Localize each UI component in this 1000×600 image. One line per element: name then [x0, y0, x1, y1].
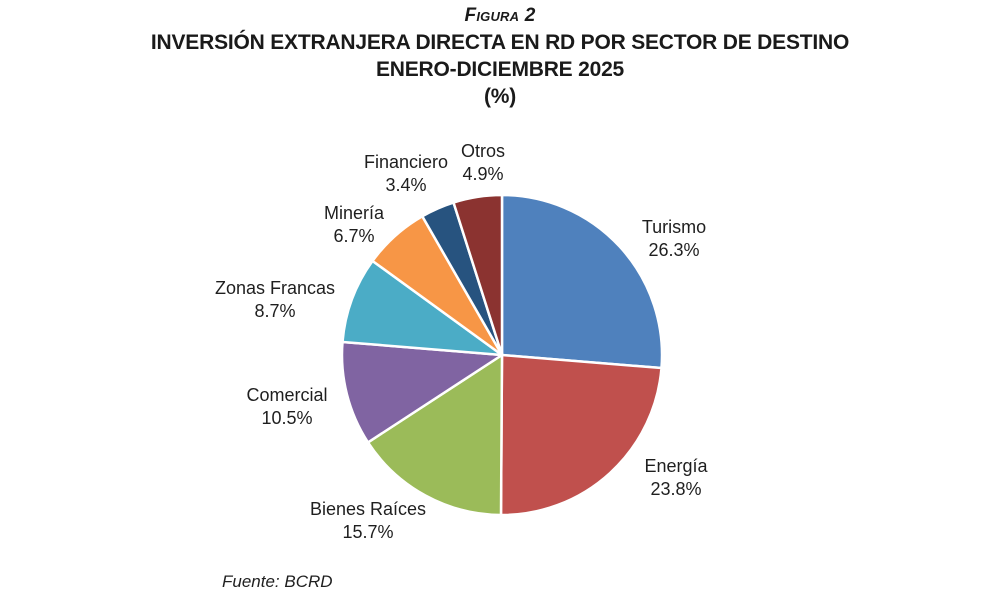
pie-slice-otros [452, 193, 504, 357]
pie-slice-zonas-francas [341, 259, 504, 357]
slice-percent: 10.5% [261, 408, 313, 428]
pie-slice-bienes-raices [366, 353, 504, 517]
slice-percent: 15.7% [342, 522, 394, 542]
slice-percent: 4.9% [462, 164, 504, 184]
slice-label-bienes-raices: Bienes Raíces 15.7% [310, 498, 426, 544]
slice-label-comercial: Comercial 10.5% [246, 384, 327, 430]
slice-label-turismo: Turismo 26.3% [642, 216, 706, 262]
chart-title-block: Figura 2 INVERSIÓN EXTRANJERA DIRECTA EN… [0, 3, 1000, 110]
chart-title-line2: ENERO-DICIEMBRE 2025 [375, 58, 625, 81]
slice-name: Otros [460, 141, 506, 161]
slice-percent: 26.3% [648, 240, 700, 260]
slice-label-financiero: Financiero 3.4% [364, 151, 448, 197]
slice-label-otros: Otros 4.9% [461, 140, 505, 186]
slice-percent: 8.7% [254, 301, 296, 321]
chart-units-line: (%) [483, 85, 517, 108]
slice-name: Comercial [246, 385, 328, 405]
slice-label-energia: Energía 23.8% [644, 455, 707, 501]
slice-name: Bienes Raíces [309, 499, 427, 519]
slice-label-zonas-francas: Zonas Francas 8.7% [215, 277, 335, 323]
figure-number: Figura 2 [464, 5, 536, 26]
pie-slice-comercial [340, 340, 504, 444]
pie-slice-turismo [500, 193, 664, 370]
slice-percent: 6.7% [333, 226, 375, 246]
pie-chart [340, 193, 664, 517]
slice-name: Financiero [363, 152, 449, 172]
pie-slice-energia [499, 353, 663, 517]
chart-title-line1: INVERSIÓN EXTRANJERA DIRECTA EN RD POR S… [150, 31, 850, 54]
slice-name: Minería [323, 203, 385, 223]
slice-name: Zonas Francas [214, 278, 336, 298]
slice-percent: 3.4% [385, 175, 427, 195]
slice-label-mineria: Minería 6.7% [324, 202, 384, 248]
source-note: Fuente: BCRD [222, 572, 333, 591]
slice-name: Energía [644, 456, 708, 476]
slice-percent: 23.8% [650, 479, 702, 499]
slice-name: Turismo [641, 217, 707, 237]
